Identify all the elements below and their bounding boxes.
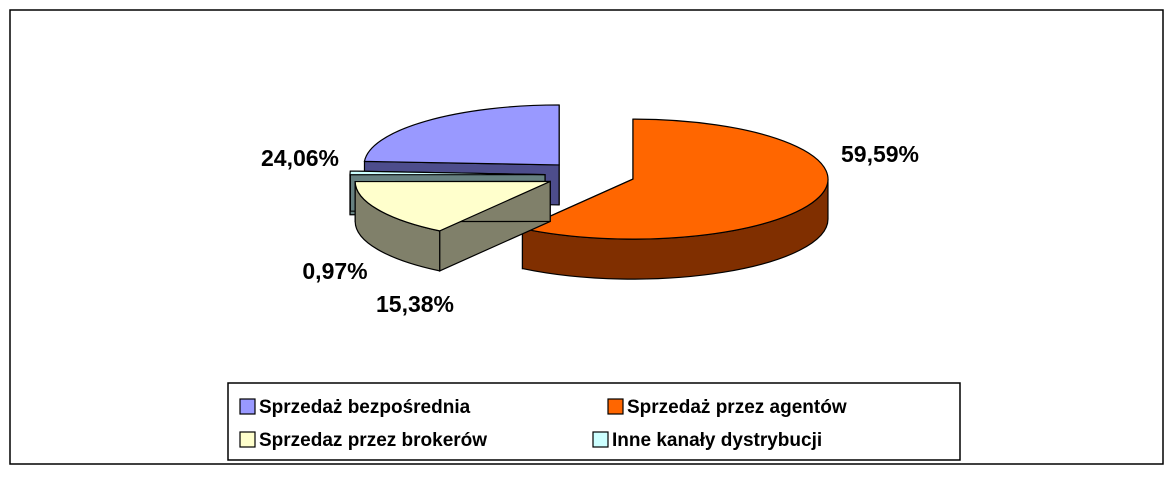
legend-label: Sprzedaz przez brokerów: [259, 430, 487, 451]
legend-label: Sprzedaż przez agentów: [627, 397, 847, 418]
legend-label: Inne kanały dystrybucji: [612, 430, 822, 451]
legend-swatch: [593, 432, 608, 447]
legend-swatch: [608, 399, 623, 414]
data-label: 24,06%: [261, 145, 339, 171]
data-label: 15,38%: [376, 291, 454, 317]
legend-swatch: [240, 399, 255, 414]
legend-swatch: [240, 432, 255, 447]
legend-label: Sprzedaż bezpośrednia: [259, 397, 471, 418]
data-label: 0,97%: [302, 258, 367, 284]
data-label: 59,59%: [841, 141, 919, 167]
